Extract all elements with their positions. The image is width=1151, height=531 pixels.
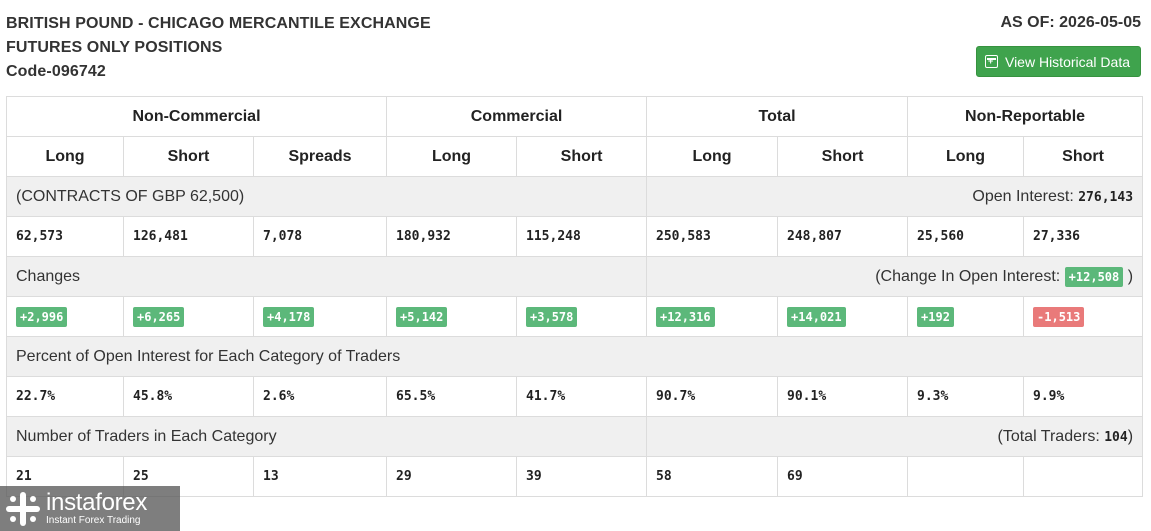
- table-cell: 248,807: [777, 216, 909, 257]
- open-interest-value: 276,143: [1078, 189, 1134, 205]
- percent-values-row: 22.7% 45.8% 2.6% 65.5% 41.7% 90.7% 90.1%…: [6, 376, 1144, 417]
- cot-table: Non-Commercial Commercial Total Non-Repo…: [5, 96, 1144, 497]
- column-header: Long: [907, 136, 1025, 177]
- table-cell: +192: [907, 296, 1025, 337]
- changes-values-row: +2,996 +6,265 +4,178 +5,142 +3,578 +12,3…: [6, 296, 1144, 337]
- instaforex-logo: instaforex Instant Forex Trading: [0, 486, 180, 531]
- view-historical-data-label: View Historical Data: [1004, 53, 1130, 70]
- table-cell: 180,932: [386, 216, 518, 257]
- column-header: Spreads: [252, 136, 388, 177]
- table-cell: +3,578: [516, 296, 648, 337]
- report-code: Code-096742: [6, 63, 106, 80]
- group-header-row: Non-Commercial Commercial Total Non-Repo…: [5, 96, 1144, 137]
- open-interest: Open Interest: 276,143: [646, 176, 1144, 217]
- column-header: Long: [386, 136, 518, 177]
- traders-values-row: 21 25 13 29 39 58 69: [6, 456, 1144, 497]
- change-badge: +6,265: [133, 306, 185, 327]
- column-header: Short: [123, 136, 254, 177]
- table-cell: 39: [516, 456, 648, 497]
- report-title-line-2: FUTURES ONLY POSITIONS: [6, 39, 223, 56]
- table-cell: +4,178: [252, 296, 388, 337]
- report-header: BRITISH POUND - CHICAGO MERCANTILE EXCHA…: [6, 12, 706, 84]
- total-traders-close: ): [1127, 427, 1134, 445]
- table-cell: 250,583: [646, 216, 779, 257]
- group-commercial: Commercial: [386, 96, 648, 137]
- contracts-section-row: (CONTRACTS OF GBP 62,500) Open Interest:…: [5, 176, 1144, 217]
- change-badge: +3,578: [526, 306, 578, 327]
- column-header: Long: [6, 136, 124, 177]
- report-title-line-1: BRITISH POUND - CHICAGO MERCANTILE EXCHA…: [6, 15, 431, 32]
- group-non-reportable: Non-Reportable: [907, 96, 1144, 137]
- view-historical-data-button[interactable]: View Historical Data: [975, 46, 1141, 77]
- table-cell: 45.8%: [123, 376, 254, 417]
- table-cell: 69: [777, 456, 909, 497]
- column-header: Short: [516, 136, 648, 177]
- table-cell: +5,142: [386, 296, 518, 337]
- table-cell: 62,573: [6, 216, 124, 257]
- column-header: Short: [777, 136, 909, 177]
- table-cell: +12,316: [646, 296, 779, 337]
- percent-section-row: Percent of Open Interest for Each Catego…: [5, 336, 1144, 377]
- table-cell: 29: [386, 456, 518, 497]
- as-of-date: AS OF: 2026-05-05: [1000, 14, 1141, 31]
- total-traders-label: (Total Traders:: [997, 427, 1100, 445]
- column-header-row: Long Short Spreads Long Short Long Short…: [6, 136, 1144, 177]
- table-cell: 115,248: [516, 216, 648, 257]
- change-badge: +192: [917, 306, 954, 327]
- percent-label: Percent of Open Interest for Each Catego…: [5, 336, 1144, 377]
- table-cell: 90.1%: [777, 376, 909, 417]
- change-badge: +2,996: [16, 306, 68, 327]
- group-non-commercial: Non-Commercial: [5, 96, 388, 137]
- table-cell: 41.7%: [516, 376, 648, 417]
- open-interest-change: (Change In Open Interest: +12,508 ): [646, 256, 1144, 297]
- open-interest-label: Open Interest:: [972, 187, 1074, 205]
- logo-name: instaforex: [46, 488, 148, 516]
- table-cell: [907, 456, 1025, 497]
- change-badge: +12,316: [656, 306, 715, 327]
- contracts-values-row: 62,573 126,481 7,078 180,932 115,248 250…: [6, 216, 1144, 257]
- table-cell: [1023, 456, 1144, 497]
- table-cell: +2,996: [6, 296, 124, 337]
- changes-label: Changes: [5, 256, 648, 297]
- table-cell: 13: [252, 456, 388, 497]
- change-badge-negative: -1,513: [1033, 306, 1085, 327]
- calendar-icon: [984, 55, 998, 68]
- table-cell: 58: [646, 456, 779, 497]
- table-cell: +6,265: [123, 296, 254, 337]
- column-header: Short: [1023, 136, 1144, 177]
- table-cell: 2.6%: [252, 376, 388, 417]
- table-cell: 25,560: [907, 216, 1025, 257]
- contracts-label: (CONTRACTS OF GBP 62,500): [5, 176, 648, 217]
- column-header: Long: [646, 136, 779, 177]
- instaforex-logo-icon: [6, 491, 40, 526]
- table-cell: 126,481: [123, 216, 254, 257]
- group-total: Total: [646, 96, 909, 137]
- changes-section-row: Changes (Change In Open Interest: +12,50…: [5, 256, 1144, 297]
- table-cell: 65.5%: [386, 376, 518, 417]
- change-badge: +14,021: [787, 306, 846, 327]
- table-cell: -1,513: [1023, 296, 1144, 337]
- total-traders-value: 104: [1104, 429, 1128, 445]
- change-badge: +4,178: [263, 306, 315, 327]
- table-cell: +14,021: [777, 296, 909, 337]
- table-cell: 27,336: [1023, 216, 1144, 257]
- traders-section-row: Number of Traders in Each Category (Tota…: [5, 416, 1144, 457]
- table-cell: 9.9%: [1023, 376, 1144, 417]
- open-interest-change-close: ): [1127, 267, 1134, 285]
- traders-label: Number of Traders in Each Category: [5, 416, 648, 457]
- change-badge: +5,142: [396, 306, 448, 327]
- table-cell: 22.7%: [6, 376, 124, 417]
- table-cell: 25: [123, 456, 254, 497]
- table-cell: 9.3%: [907, 376, 1025, 417]
- table-cell: 90.7%: [646, 376, 779, 417]
- logo-tagline: Instant Forex Trading: [46, 514, 141, 526]
- total-traders: (Total Traders: 104): [646, 416, 1144, 457]
- table-cell: 7,078: [252, 216, 388, 257]
- change-badge: +12,508: [1064, 266, 1124, 287]
- open-interest-change-label: (Change In Open Interest:: [875, 267, 1061, 285]
